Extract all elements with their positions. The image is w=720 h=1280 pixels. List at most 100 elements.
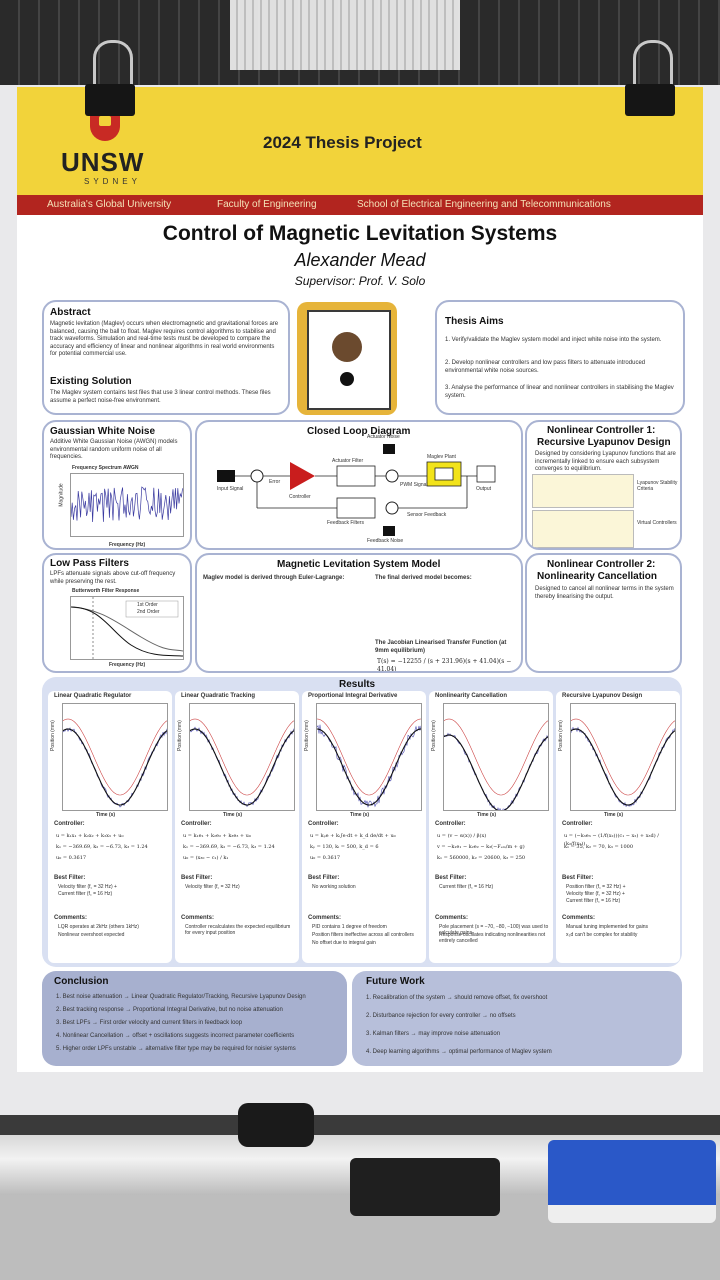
poster-supervisor: Supervisor: Prof. V. Solo — [17, 274, 703, 288]
dark-eraser — [350, 1158, 500, 1216]
lpf-legend-entry: 1st Order — [137, 602, 158, 608]
result-comment-item: Nonlinear overshoot expected — [58, 932, 168, 938]
maglev-photo — [297, 302, 397, 415]
poster-red-band: Australia's Global University Faculty of… — [17, 195, 703, 215]
result-xlabel: Time (s) — [96, 812, 115, 818]
result-plot — [570, 703, 676, 811]
result-comment-heading: Comments: — [181, 915, 214, 921]
result-plot — [62, 703, 168, 811]
lpf-legend-entry: 2nd Order — [137, 609, 160, 615]
result-comment-item: Controller recalculates the expected equ… — [185, 924, 295, 936]
result-equation: u₀ = (x₃₀ − c₁) / k₁ — [183, 854, 297, 862]
abstract-panel: Abstract Magnetic levitation (Maglev) oc… — [42, 300, 290, 415]
results-column: Nonlinearity Cancellation Position (mm) T… — [429, 691, 553, 963]
results-column: Linear Quadratic Tracking Position (mm) T… — [175, 691, 299, 963]
nl2-body: Designed to cancel all nonlinear terms i… — [535, 586, 677, 601]
band-mid-text: Faculty of Engineering — [217, 195, 317, 215]
model-jacobian-caption: The Jacobian Linearised Transfer Functio… — [375, 640, 515, 655]
result-equation: u₀ = 0.3617 — [310, 854, 424, 862]
result-plot-svg — [317, 704, 421, 810]
awgn-plot — [70, 473, 184, 537]
loop-label: Maglev Plant — [427, 454, 456, 460]
result-comment-heading: Comments: — [562, 915, 595, 921]
result-filter-item: Current filter (f꜀ = 16 Hz) — [566, 898, 620, 904]
results-panel: Results Linear Quadratic Regulator Posit… — [42, 677, 682, 967]
loop-label: Controller — [289, 494, 311, 500]
conclusion-item: 2. Best tracking response → Proportional… — [56, 1007, 344, 1015]
result-equation: u₀ = 0.3617 — [56, 854, 170, 862]
result-plot-svg — [63, 704, 167, 810]
conclusion-heading: Conclusion — [54, 976, 108, 987]
block-diagram-svg — [197, 422, 521, 548]
future-work-panel: Future Work 1. Recalibration of the syst… — [352, 971, 682, 1066]
result-filter-heading: Best Filter: — [54, 875, 85, 881]
future-item: 2. Disturbance rejection for every contr… — [366, 1013, 676, 1021]
result-comment-item: No offset due to integral gain — [312, 940, 422, 946]
loop-label: Actuator Filter — [332, 458, 363, 464]
results-heading: Results — [339, 679, 375, 690]
result-equation: u = k₁e₁ + k₂e₂ + k₃e₃ + u₀ — [183, 832, 297, 840]
result-ylabel: Position (mm) — [304, 720, 310, 751]
result-controller-heading: Controller: — [308, 821, 339, 827]
awgn-panel: Gaussian White Noise Additive White Gaus… — [42, 420, 192, 550]
result-comment-item: Position filters ineffective across all … — [312, 932, 422, 938]
nl2-heading-line2: Nonlinearity Cancellation — [537, 571, 657, 582]
binder-clip-right — [625, 40, 675, 118]
thesis-aims-panel: Thesis Aims 1. Verify/validate the Magle… — [435, 300, 685, 415]
existing-solution-heading: Existing Solution — [50, 376, 132, 387]
result-xlabel: Time (s) — [604, 812, 623, 818]
nl1-label-b: Virtual Controllers — [637, 520, 682, 526]
poster: UNSW SYDNEY 2024 Thesis Project Australi… — [17, 87, 703, 1072]
result-controller-heading: Controller: — [181, 821, 212, 827]
nl1-label-a: Lyapunov Stability Criteria — [637, 480, 682, 492]
result-title: Recursive Lyapunov Design — [562, 693, 642, 699]
band-right-text: School of Electrical Engineering and Tel… — [357, 195, 611, 215]
future-item: 3. Kalman filters → may improve noise at… — [366, 1031, 676, 1039]
ceiling-light — [230, 0, 460, 70]
result-plot-svg — [444, 704, 548, 810]
loop-label: Output — [476, 486, 491, 492]
result-title: Proportional Integral Derivative — [308, 693, 397, 699]
result-equation: k₁ = 35, k₂ = 70, k₃ = 1000 — [564, 843, 678, 851]
lpf-plot: 1st Order 2nd Order — [70, 596, 184, 660]
loop-label: Sensor Feedback — [407, 512, 446, 518]
result-filter-item: Velocity filter (f꜀ = 32 Hz) + — [58, 884, 117, 890]
result-filter-heading: Best Filter: — [181, 875, 212, 881]
result-filter-item: Velocity filter (f꜀ = 32 Hz) — [185, 884, 240, 890]
result-equation: v = −k₁e₁ − k₂e₂ − k₃(−Fₑₘ/m + g) — [437, 843, 551, 851]
aim-item: 1. Verify/validate the Maglev system mod… — [445, 337, 677, 345]
result-plot-svg — [571, 704, 675, 810]
awgn-plot-title: Frequency Spectrum AWGN — [72, 465, 139, 471]
future-item: 4. Deep learning algorithms → optimal pe… — [366, 1049, 676, 1057]
result-equation: u = k₁x₁ + k₂x₂ + k₃x₃ + u₀ — [56, 832, 170, 840]
result-comment-heading: Comments: — [435, 915, 468, 921]
result-controller-heading: Controller: — [435, 821, 466, 827]
abstract-heading: Abstract — [50, 307, 91, 318]
results-column: Recursive Lyapunov Design Position (mm) T… — [556, 691, 680, 963]
thesis-project-label: 2024 Thesis Project — [263, 133, 422, 153]
result-comment-item: x₃d can't be complex for stability — [566, 932, 676, 938]
lpf-heading: Low Pass Filters — [50, 558, 129, 569]
result-ylabel: Position (mm) — [50, 720, 56, 751]
result-filter-heading: Best Filter: — [308, 875, 339, 881]
poster-title: Control of Magnetic Levitation Systems — [17, 222, 703, 246]
results-column: Linear Quadratic Regulator Position (mm)… — [48, 691, 172, 963]
result-ylabel: Position (mm) — [558, 720, 564, 751]
conclusion-item: 4. Nonlinear Cancellation → offset + osc… — [56, 1033, 344, 1041]
lpf-curves-svg — [71, 597, 183, 659]
result-equation: k₁ = −369.69, k₂ = −6.73, k₃ = 1.24 — [56, 843, 170, 851]
lyapunov-eq-box — [532, 474, 634, 508]
result-xlabel: Time (s) — [350, 812, 369, 818]
unsw-sydney-text: SYDNEY — [84, 177, 141, 186]
result-plot-svg — [190, 704, 294, 810]
nonlinear-controller-2-panel: Nonlinear Controller 2: Nonlinearity Can… — [525, 553, 682, 673]
result-equation: k₁ = 560000, k₂ = 20600, k₃ = 250 — [437, 854, 551, 862]
loop-label: Input Signal — [217, 486, 243, 492]
loop-label: Actuator Noise — [367, 434, 400, 440]
loop-label: Feedback Filters — [327, 520, 364, 526]
result-filter-item: Velocity filter (f꜀ = 32 Hz) + — [566, 891, 625, 897]
result-controller-heading: Controller: — [562, 821, 593, 827]
loop-label: PWM Signal — [400, 482, 428, 488]
binder-clip-left — [85, 40, 135, 118]
future-work-heading: Future Work — [366, 976, 425, 987]
